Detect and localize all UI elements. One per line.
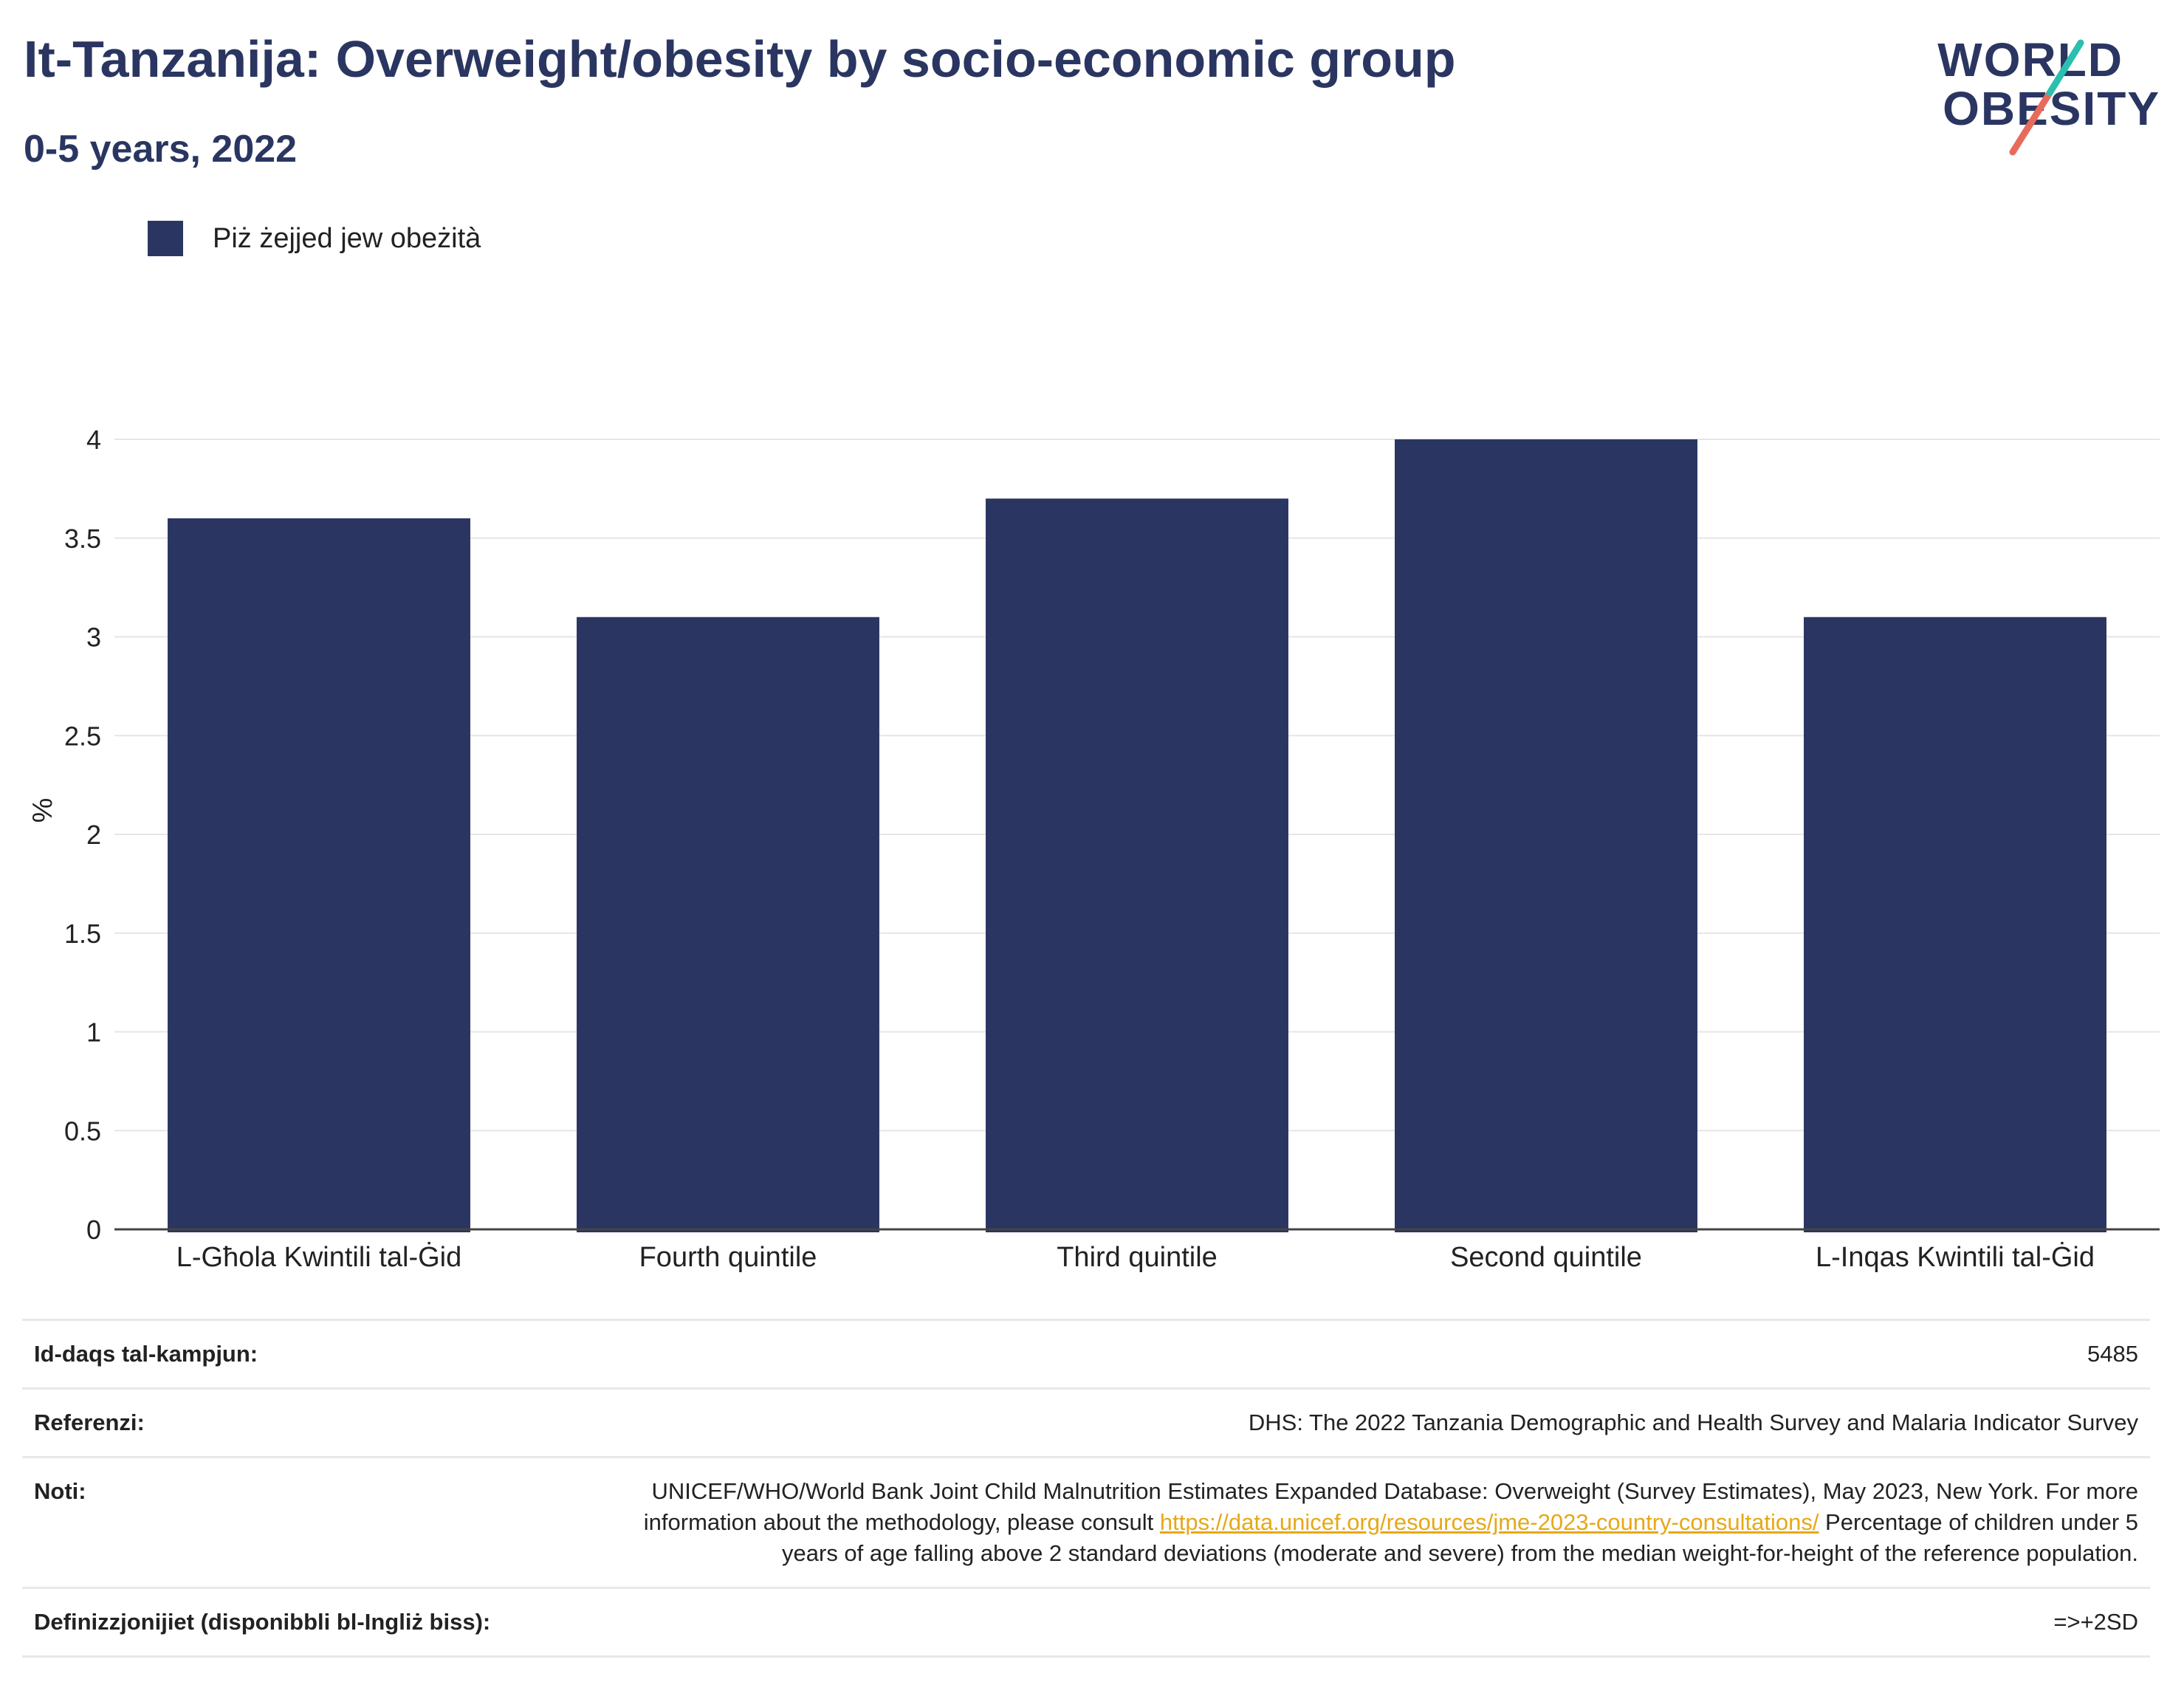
info-row-references: Referenzi: DHS: The 2022 Tanzania Demogr… <box>22 1387 2150 1456</box>
sample-size-label: Id-daqs tal-kampjun: <box>34 1341 258 1367</box>
bar <box>986 498 1288 1232</box>
references-label: Referenzi: <box>34 1410 145 1435</box>
y-axis-label: % <box>27 798 58 823</box>
legend-label: Piż żejjed jew obeżità <box>213 222 481 254</box>
y-tick-label: 0 <box>86 1215 101 1245</box>
y-tick-label: 4 <box>86 425 101 455</box>
chart-subtitle: 0-5 years, 2022 <box>24 128 298 171</box>
bar <box>1395 439 1697 1232</box>
y-tick-label: 3 <box>86 622 101 653</box>
x-tick-label: Fourth quintile <box>639 1242 817 1273</box>
bar <box>1804 617 2106 1232</box>
info-row-definitions: Definizzjonijiet (disponibbli bl-Ingliż … <box>22 1587 2150 1658</box>
info-table: Id-daqs tal-kampjun: 5485 Referenzi: DHS… <box>22 1319 2150 1658</box>
info-row-sample-size: Id-daqs tal-kampjun: 5485 <box>22 1319 2150 1387</box>
bar <box>577 617 879 1232</box>
world-obesity-logo: WORLD OBESITY <box>1924 32 2160 158</box>
info-row-notes: Noti: UNICEF/WHO/World Bank Joint Child … <box>22 1456 2150 1587</box>
definitions-value: =>+2SD <box>2053 1609 2138 1635</box>
methodology-link[interactable]: https://data.unicef.org/resources/jme-20… <box>1159 1509 1819 1535</box>
y-tick-label: 0.5 <box>64 1116 101 1146</box>
notes-text-2: Percentage of children under 5 years of … <box>782 1509 2138 1566</box>
x-tick-label: Second quintile <box>1450 1242 1642 1273</box>
references-value: DHS: The 2022 Tanzania Demographic and H… <box>1248 1410 2138 1435</box>
chart-title: It-Tanzanija: Overweight/obesity by soci… <box>24 30 1456 88</box>
notes-text-1: UNICEF/WHO/World Bank Joint Child Malnut… <box>643 1478 2138 1535</box>
y-tick-label: 1 <box>86 1017 101 1048</box>
bar-chart: 0 0.5 1 1.5 2 2.5 3 3.5 4% L-Għola Kwintili tal-Ġ… <box>27 425 2160 1273</box>
notes-value: UNICEF/WHO/World Bank Joint Child Malnut… <box>602 1476 2138 1569</box>
chart-legend: Piż żejjed jew obeżità <box>148 220 481 257</box>
y-tick-label: 3.5 <box>64 523 101 554</box>
legend-swatch <box>148 221 183 256</box>
sample-size-value: 5485 <box>2087 1341 2138 1367</box>
notes-label: Noti: <box>34 1478 86 1504</box>
logo-line-1: WORLD <box>1937 33 2123 86</box>
x-tick-label: L-Għola Kwintili tal-Ġid <box>176 1240 461 1273</box>
x-tick-label: Third quintile <box>1057 1242 1218 1273</box>
definitions-label: Definizzjonijiet (disponibbli bl-Ingliż … <box>34 1609 491 1635</box>
logo-slash-icon <box>2009 39 2084 156</box>
y-tick-label: 2.5 <box>64 721 101 751</box>
y-tick-label: 1.5 <box>64 919 101 949</box>
x-tick-label: L-Inqas Kwintili tal-Ġid <box>1816 1240 2095 1273</box>
bar <box>168 518 470 1232</box>
y-tick-label: 2 <box>86 820 101 850</box>
